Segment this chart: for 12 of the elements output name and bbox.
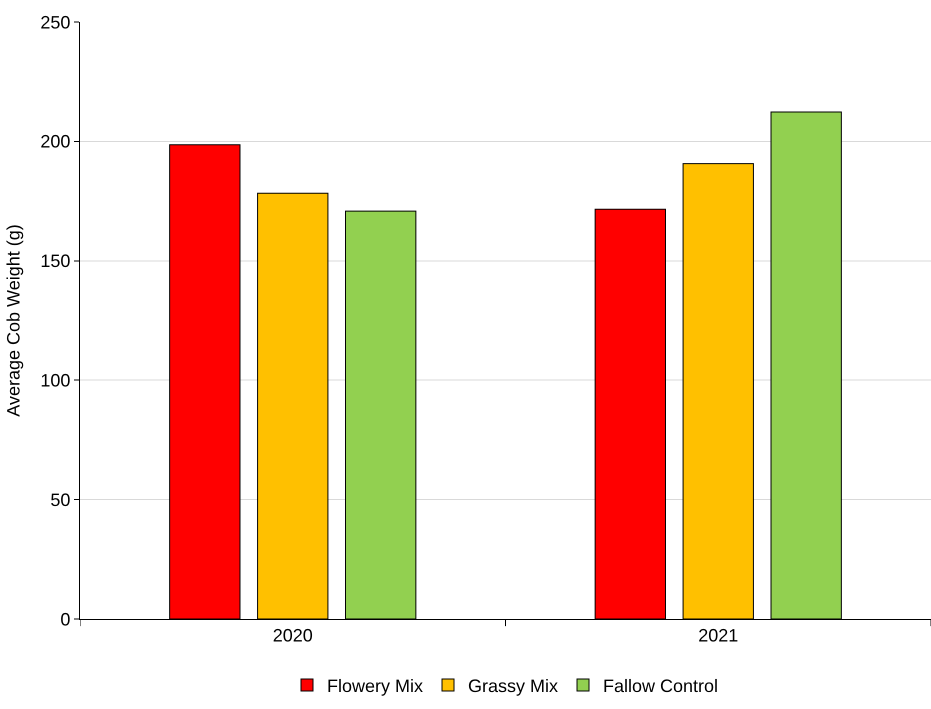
legend-label: Flowery Mix — [327, 676, 424, 696]
y-axis-title: Average Cob Weight (g) — [4, 224, 24, 417]
y-tick-label: 0 — [60, 609, 70, 630]
x-tick-label: 2021 — [698, 626, 738, 646]
y-tick-label: 200 — [40, 132, 70, 152]
legend-label: Fallow Control — [603, 676, 718, 696]
y-tick-label: 250 — [40, 12, 70, 32]
legend-label: Grassy Mix — [468, 676, 558, 696]
y-tick-label: 50 — [50, 490, 70, 510]
y-tick-label: 100 — [40, 370, 70, 390]
y-tick-label: 150 — [40, 251, 70, 272]
x-tick-label: 2020 — [272, 626, 313, 646]
